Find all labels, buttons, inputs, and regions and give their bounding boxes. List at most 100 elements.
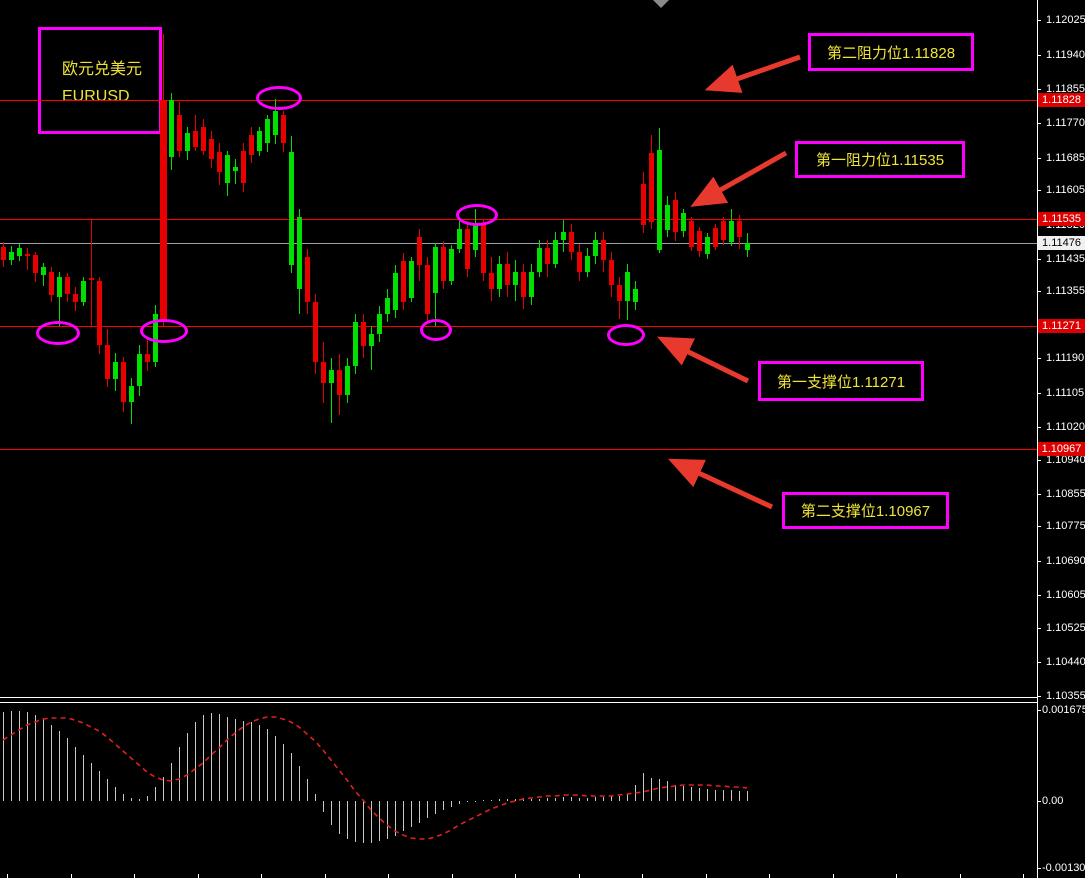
time-axis-tick xyxy=(134,874,135,878)
osma-histogram-bar xyxy=(691,787,692,801)
osma-histogram-bar xyxy=(155,787,156,801)
osma-histogram-bar xyxy=(195,722,196,801)
candle-body xyxy=(401,261,406,302)
price-tick-label: 1.10355 xyxy=(1046,690,1085,702)
osma-histogram-bar xyxy=(747,791,748,801)
candle-body xyxy=(9,252,14,260)
highlight-ellipse xyxy=(256,86,302,110)
osma-histogram-bar xyxy=(387,801,388,839)
candle-body xyxy=(721,221,726,240)
price-tick-label: 1.11855 xyxy=(1046,83,1085,95)
osma-histogram-bar xyxy=(51,725,52,801)
osma-histogram-bar xyxy=(187,733,188,801)
osma-histogram-bar xyxy=(699,788,700,801)
osma-histogram-bar xyxy=(643,773,644,801)
osma-histogram-bar xyxy=(499,799,500,801)
candle-wick xyxy=(331,358,332,423)
highlight-ellipse xyxy=(456,204,498,226)
panel-separator[interactable] xyxy=(0,702,1037,703)
osma-histogram-bar xyxy=(19,711,20,801)
candle-body xyxy=(521,272,526,297)
candle-body xyxy=(601,240,606,260)
osma-histogram-bar xyxy=(435,801,436,814)
candle-body xyxy=(729,221,734,242)
candle-body xyxy=(481,223,486,273)
candle-body xyxy=(265,119,270,143)
price-tick-dash xyxy=(1037,358,1041,359)
osma-histogram-bar xyxy=(571,797,572,801)
candle-body xyxy=(609,260,614,285)
candle-body xyxy=(193,131,198,147)
time-axis-tick xyxy=(325,874,326,878)
highlight-ellipse xyxy=(36,321,80,345)
panel-separator[interactable] xyxy=(0,697,1037,698)
price-tick-label: 1.11190 xyxy=(1046,352,1085,364)
level-price-badge: 1.10967 xyxy=(1038,442,1085,456)
candle-body xyxy=(209,139,214,159)
osma-histogram-bar xyxy=(587,798,588,801)
osma-histogram-bar xyxy=(315,794,316,801)
time-axis-tick xyxy=(706,874,707,878)
candle-body xyxy=(57,277,62,297)
candle-body xyxy=(649,153,654,222)
candle-body xyxy=(417,237,422,265)
osma-histogram-bar xyxy=(291,753,292,801)
osma-histogram-bar xyxy=(555,798,556,801)
candle-body xyxy=(697,231,702,251)
osma-histogram-bar xyxy=(235,719,236,801)
candle-body xyxy=(129,386,134,402)
highlight-ellipse xyxy=(420,319,452,341)
price-tick-dash xyxy=(1037,20,1041,21)
osma-histogram-bar xyxy=(491,800,492,801)
candle-body xyxy=(337,370,342,395)
osma-histogram-bar xyxy=(3,712,4,801)
price-tick-label: 1.11940 xyxy=(1046,49,1085,61)
osma-histogram-bar xyxy=(83,755,84,801)
time-axis-tick xyxy=(71,874,72,878)
symbol-title-cn: 欧元兑美元 xyxy=(62,61,143,78)
osma-histogram-bar xyxy=(99,771,100,801)
symbol-title-en: EURUSD xyxy=(62,88,130,105)
osma-histogram-bar xyxy=(299,766,300,801)
price-tick-dash xyxy=(1037,628,1041,629)
resistance2-label: 第二阻力位1.11828 xyxy=(826,44,956,62)
candle-body xyxy=(113,362,118,379)
candle-body xyxy=(529,272,534,297)
price-tick-label: 1.11355 xyxy=(1046,285,1085,297)
candle-body xyxy=(305,257,310,302)
price-tick-label: 1.12025 xyxy=(1046,14,1085,26)
candle-body xyxy=(81,281,86,302)
candle-body xyxy=(217,152,222,172)
candle-body xyxy=(385,298,390,314)
level-price-badge: 1.11535 xyxy=(1038,212,1085,226)
osma-histogram-bar xyxy=(547,798,548,801)
osma-histogram-bar xyxy=(443,801,444,810)
candle-body xyxy=(513,272,518,285)
osma-histogram-bar xyxy=(739,791,740,801)
price-axis[interactable] xyxy=(1037,0,1085,878)
price-tick-label: 1.11435 xyxy=(1046,253,1085,265)
osma-histogram-bar xyxy=(43,719,44,801)
price-tick-label: 1.11105 xyxy=(1046,387,1085,399)
candle-body xyxy=(25,254,30,256)
osma-histogram-bar xyxy=(579,798,580,801)
candle-body xyxy=(441,247,446,281)
candle-body xyxy=(97,281,102,345)
resistance1-label: 第一阻力位1.11535 xyxy=(815,152,945,169)
candle-body xyxy=(577,252,582,272)
price-tick-label: 1.10940 xyxy=(1046,454,1085,466)
osma-histogram-bar xyxy=(331,801,332,825)
osma-histogram-bar xyxy=(35,715,36,801)
level-line xyxy=(0,326,1037,327)
osma-histogram-bar xyxy=(259,725,260,801)
price-tick-label: 1.10775 xyxy=(1046,520,1085,532)
osma-histogram-bar xyxy=(731,790,732,801)
candle-body xyxy=(425,265,430,314)
time-axis-tick xyxy=(388,874,389,878)
osma-histogram-bar xyxy=(635,785,636,801)
chart-scroll-marker-icon[interactable] xyxy=(653,0,669,8)
symbol-title-box: 欧元兑美元 EURUSD xyxy=(38,27,162,134)
candle-body xyxy=(409,261,414,298)
candle-body xyxy=(745,243,750,250)
